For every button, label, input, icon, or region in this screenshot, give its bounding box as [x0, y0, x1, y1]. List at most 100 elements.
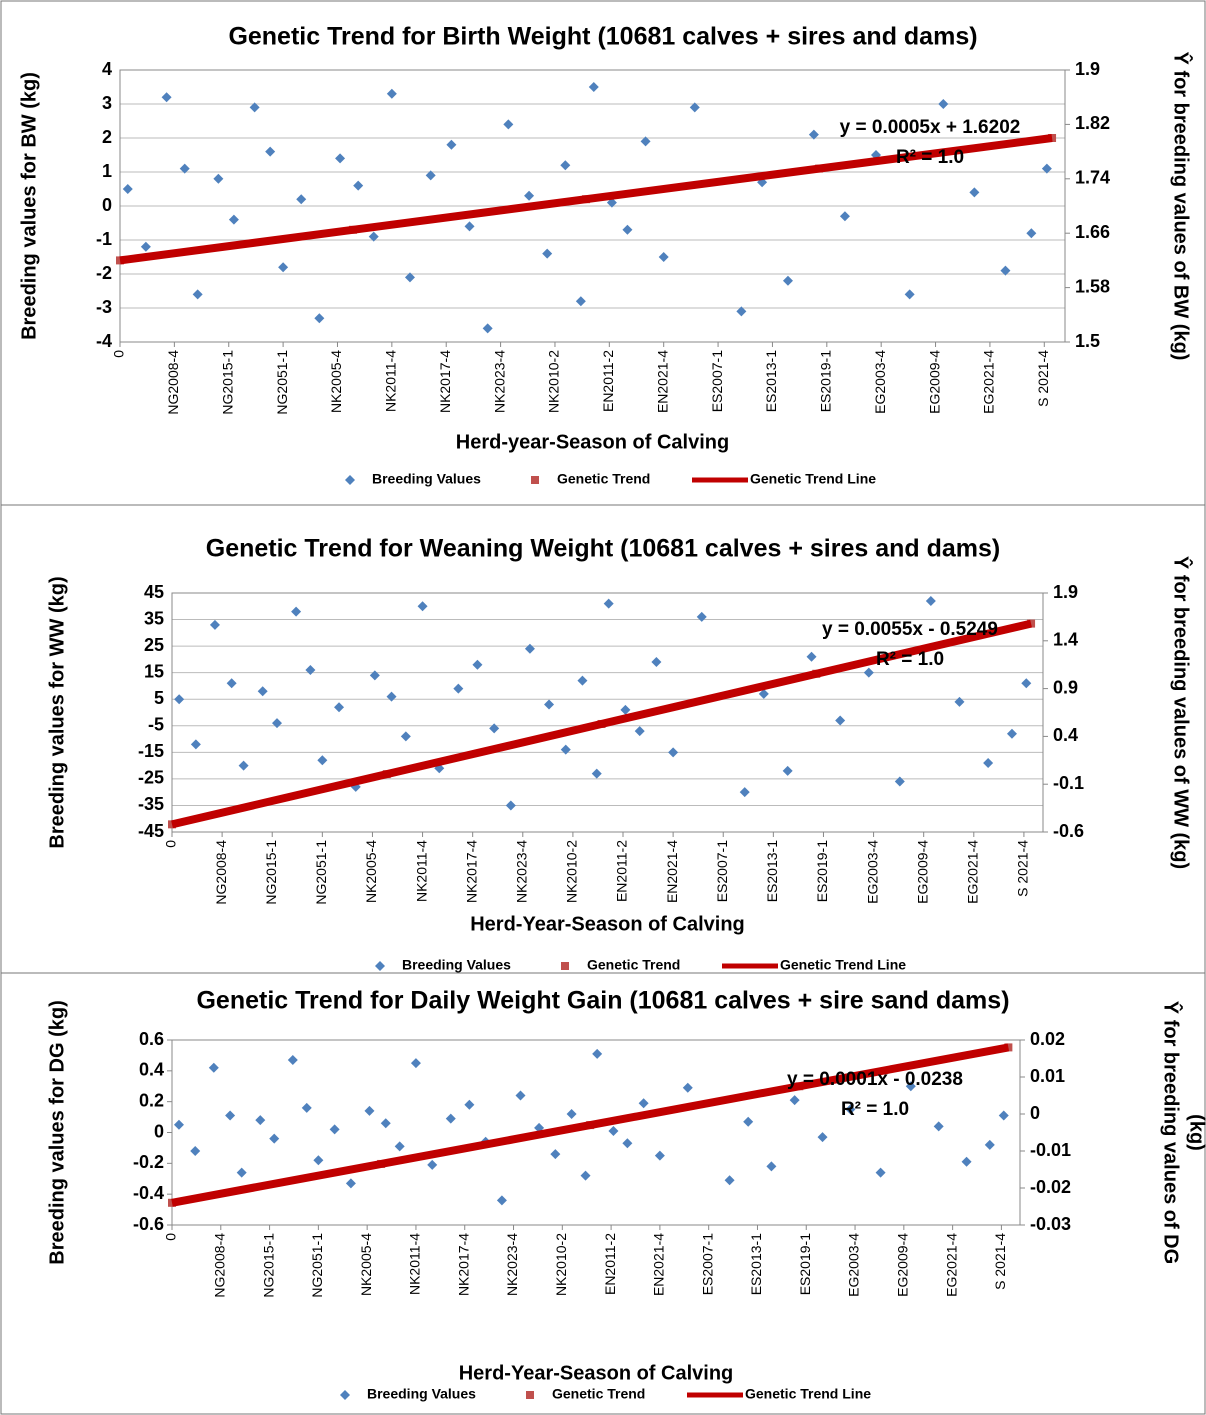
x-tick-label: EN2021-4	[654, 350, 670, 413]
chart-title: Genetic Trend for Daily Weight Gain (106…	[196, 987, 1009, 1015]
x-tick-label: EN2011-2	[600, 350, 616, 412]
y-tick-label: -5	[148, 715, 164, 735]
breeding-value-point	[496, 1195, 507, 1206]
x-tick-label: 0	[111, 350, 127, 358]
breeding-value-point	[839, 211, 850, 222]
y2-tick-label: -0.1	[1053, 773, 1084, 793]
annotation: R² = 1.0	[841, 1099, 909, 1120]
y-axis-title: Breeding values for DG (kg)	[46, 1000, 68, 1265]
legend-swatch	[526, 1391, 534, 1399]
y-tick-label: -1	[96, 229, 112, 249]
plot-frame	[171, 592, 1044, 833]
y2-tick-label: -0.6	[1053, 821, 1084, 841]
breeding-value-point	[622, 224, 633, 235]
breeding-value-point	[445, 1113, 456, 1124]
breeding-value-point	[766, 1161, 777, 1172]
y-tick-label: -0.6	[133, 1214, 164, 1234]
breeding-value-point	[984, 1139, 995, 1150]
x-tick-label: NK2005-4	[363, 840, 379, 903]
breeding-value-point	[638, 1098, 649, 1109]
y2-tick-label: 1.74	[1075, 168, 1110, 188]
breeding-value-point	[305, 665, 316, 676]
breeding-value-point	[489, 723, 500, 734]
x-axis-title: Herd-Year-Season of Calving	[470, 913, 745, 935]
breeding-value-point	[173, 1119, 184, 1130]
breeding-value-point	[386, 88, 397, 99]
breeding-value-point	[269, 1133, 280, 1144]
breeding-value-point	[938, 99, 949, 109]
x-tick-label: ES2019-1	[818, 350, 834, 412]
breeding-value-point	[364, 1105, 375, 1116]
breeding-value-point	[524, 643, 535, 654]
breeding-value-point	[291, 606, 302, 617]
x-tick-label: EG2009-4	[895, 1233, 911, 1297]
breeding-value-point	[875, 1167, 886, 1178]
y-tick-label: 0.2	[139, 1090, 164, 1110]
x-tick-label: NG2051-1	[313, 840, 329, 905]
breeding-value-point	[904, 289, 915, 300]
annotation: y = 0.0055x - 0.5249	[822, 619, 998, 640]
y2-tick-label: 1.9	[1053, 582, 1078, 602]
breeding-value-point	[334, 702, 345, 713]
x-tick-label: EG2009-4	[914, 840, 930, 904]
x-tick-label: S 2021-4	[1035, 350, 1051, 407]
x-tick-label: ES2007-1	[714, 840, 730, 902]
x-tick-label: NK2017-4	[463, 840, 479, 903]
breeding-value-point	[179, 163, 190, 174]
y2-tick-label: 1.5	[1075, 331, 1100, 351]
y2-axis-title: Ŷ for breeding values of WW (kg)	[1170, 556, 1194, 869]
x-tick-label: NG2015-1	[263, 840, 279, 905]
x-tick-label: S 2021-4	[1015, 840, 1031, 897]
breeding-value-point	[808, 129, 819, 140]
x-axis-title: Herd-Year-Season of Calving	[459, 1362, 734, 1384]
annotation: y = 0.0001x - 0.0238	[787, 1069, 963, 1090]
x-tick-label: NG2008-4	[165, 350, 181, 415]
chart-title: Genetic Trend for Weaning Weight (10681 …	[206, 535, 1001, 563]
annotation: R² = 1.0	[896, 147, 964, 168]
x-tick-label: ES2013-1	[748, 1233, 764, 1295]
breeding-value-point	[314, 313, 325, 324]
breeding-value-point	[566, 1109, 577, 1119]
x-tick-label: NG2051-1	[309, 1233, 325, 1298]
x-tick-label: ES2019-1	[814, 840, 830, 902]
x-tick-label: NK2011-4	[383, 350, 399, 412]
breeding-value-point	[689, 102, 700, 113]
breeding-value-point	[369, 670, 380, 681]
x-tick-label: NK2010-2	[564, 840, 580, 903]
breeding-value-point	[238, 760, 249, 771]
x-tick-label: NG2008-4	[211, 1233, 227, 1298]
breeding-value-point	[329, 1124, 340, 1135]
x-tick-label: EN2011-2	[602, 1233, 618, 1295]
breeding-value-point	[954, 696, 965, 707]
breeding-value-point	[758, 688, 769, 699]
y-tick-label: 0	[154, 1121, 164, 1141]
x-tick-label: EN2021-4	[651, 1233, 667, 1296]
x-tick-label: EG2003-4	[872, 350, 888, 414]
legend-label: Breeding Values	[402, 957, 511, 973]
y2-axis-title: Ŷ for breeding values of BW (kg)	[1170, 52, 1194, 361]
y-tick-label: 35	[144, 608, 164, 628]
trend-line	[119, 134, 1053, 265]
y2-tick-label: 0.4	[1053, 725, 1078, 745]
breeding-value-point	[640, 136, 651, 147]
x-tick-label: EN2021-4	[664, 840, 680, 903]
y-tick-label: 1	[102, 161, 112, 181]
legend-label: Genetic Trend Line	[745, 1386, 871, 1402]
legend-label: Genetic Trend	[557, 471, 650, 487]
annotation: R² = 1.0	[876, 649, 944, 670]
x-tick-label: 0	[163, 840, 179, 848]
y-tick-label: -0.4	[133, 1183, 164, 1203]
breeding-value-point	[560, 744, 571, 755]
y2-tick-label: -0.03	[1030, 1214, 1071, 1234]
breeding-value-point	[345, 1178, 356, 1189]
breeding-value-point	[515, 1090, 526, 1101]
breeding-value-point	[192, 289, 203, 300]
plot-frame	[119, 69, 1066, 343]
breeding-value-point	[368, 231, 379, 242]
breeding-value-point	[905, 1081, 916, 1092]
breeding-value-point	[225, 1110, 236, 1121]
breeding-value-point	[782, 275, 793, 286]
y2-axis-title: (kg)	[1186, 1114, 1206, 1151]
x-tick-label: EG2021-4	[965, 840, 981, 904]
y2-tick-label: 0.01	[1030, 1066, 1065, 1086]
